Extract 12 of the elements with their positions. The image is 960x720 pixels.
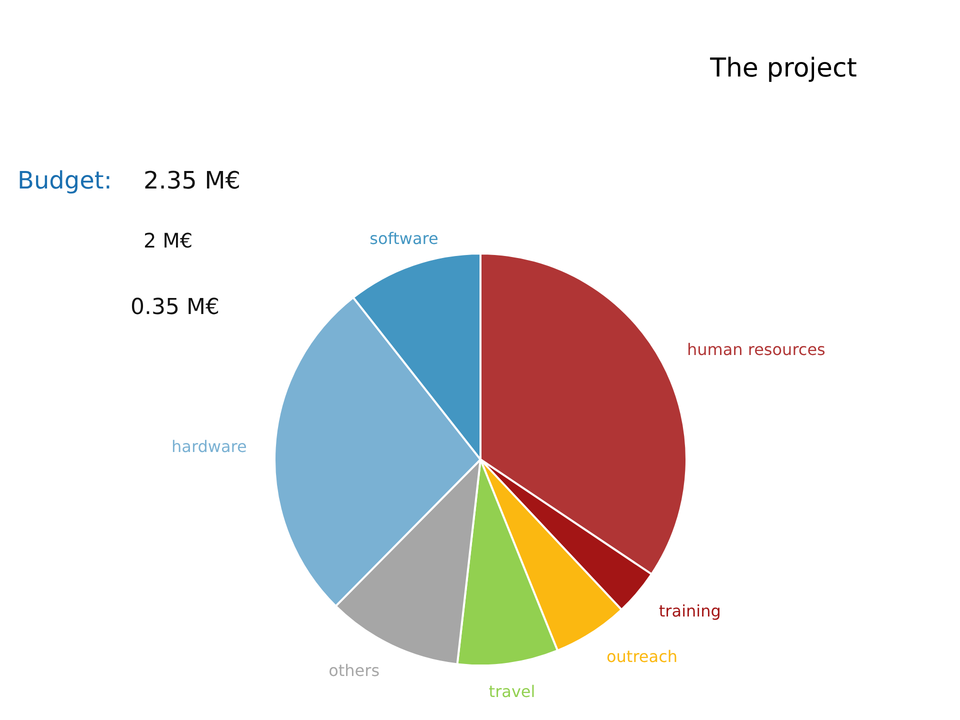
text: 0.35 M€ [130, 295, 220, 320]
slice-label: others [328, 661, 380, 680]
text: 2 M€ [144, 228, 193, 252]
slice-label: hardware [172, 436, 247, 456]
slice-label: human resources [686, 340, 826, 359]
slice-label: training [658, 601, 721, 620]
chart-title: The project [709, 54, 857, 84]
text: Budget: [18, 166, 112, 194]
slice-label: travel [488, 682, 536, 701]
slice-label: software [370, 228, 438, 248]
text: 2.35 M€ [144, 166, 241, 194]
slice-label: outreach [606, 647, 678, 666]
